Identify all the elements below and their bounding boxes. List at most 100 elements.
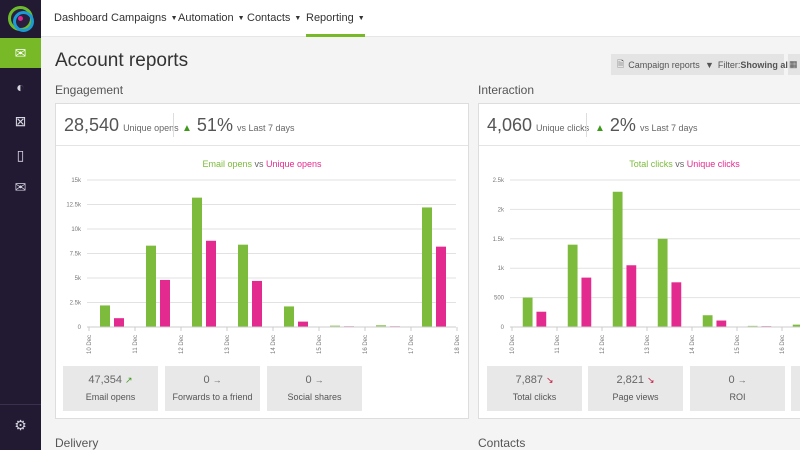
section-title: Interaction [478,83,535,97]
trend-down-icon: ↘ [646,375,655,385]
nav-label: Automation [178,12,234,24]
x-tick-label: 14 Dec [271,335,277,354]
pie-chart-icon[interactable]: ◐ [16,79,25,95]
document-icon: 🗎 [617,58,625,69]
tile-page-views[interactable]: 2,821 ↘ Page views [588,366,683,411]
legend-vs: vs [251,159,266,169]
tile-label: Total clicks [512,392,557,402]
y-tick-label: 7.5k [70,252,82,258]
y-tick-label: 5k [75,276,82,282]
bar-unique [536,311,547,327]
tile-email-opens[interactable]: 47,354 ↗ Email opens [63,366,158,411]
landing-page-icon[interactable]: ⊠ [14,112,27,129]
y-tick-label: 0 [501,325,505,331]
y-tick-label: 2.5k [493,178,505,184]
bar-total [238,244,248,327]
nav-dashboard[interactable]: Dashboard [54,12,108,24]
unique-opens-stat: 28,540 Unique opens [64,115,179,136]
nav-reporting[interactable]: Reporting ▼ [306,12,365,37]
stat-value: 4,060 [487,115,533,135]
engagement-panel: 28,540 Unique opens ▲ 51% vs Last 7 days E… [55,103,469,419]
section-title: Contacts [478,436,526,450]
legend-a: Email opens [202,159,252,169]
x-tick-label: 17 Dec [409,335,415,354]
trend-flat-icon: → [212,375,222,385]
funnel-icon: ▼ [705,59,714,70]
email-code-icon[interactable]: ✉ [14,178,27,195]
bar-total [146,245,156,327]
logo[interactable] [8,6,34,32]
button-label: Campaign reports [628,59,700,70]
y-tick-label: 0 [78,325,82,331]
tile-label: Page views [612,392,659,402]
envelope-icon[interactable]: ✉ [0,38,41,68]
tile-value: 47,354 [88,374,123,386]
trend-down-icon: ↘ [545,375,554,385]
stat-label: Unique clicks [536,123,590,133]
caret-down-icon: ▼ [357,14,365,22]
tile-roi[interactable]: 0 → ROI [690,366,785,411]
y-tick-label: 12.5k [66,203,82,209]
bar-unique [626,265,637,327]
stat-label: Unique opens [123,123,179,133]
user-settings-icon[interactable]: ⚙ [14,416,27,433]
x-tick-label: 18 Dec [455,335,461,354]
bar-unique [671,282,682,327]
stat-header: 4,060 Unique clicks ▲ 2% vs Last 7 days [479,104,800,146]
caret-down-icon: ▼ [170,14,178,22]
bar-total [657,238,668,327]
x-tick-label: 10 Dec [87,335,93,354]
tile-more[interactable] [791,366,800,411]
interaction-chart: 0 500 1k 1.5k 2k 2.5k 10 Dec 11 Dec 12 Dec 13 Dec… [493,178,800,354]
x-tick-label: 12 Dec [600,335,606,354]
campaign-reports-button[interactable]: 🗎 Campaign reports [611,54,706,75]
tile-label: ROI [729,392,746,402]
mobile-sms-icon[interactable]: ▯ [16,146,25,163]
y-tick-label: 500 [494,296,505,302]
filter-button[interactable]: ▼ Filter: Showing all [701,54,790,75]
x-tick-label: 16 Dec [780,335,786,354]
x-tick-label: 14 Dec [690,335,696,354]
sidebar-divider [0,404,41,405]
legend-vs: vs [672,159,687,169]
tile-value: 0 [728,374,735,386]
y-tick-label: 2k [498,207,505,213]
caret-down-icon: ▼ [237,14,245,22]
legend-a: Total clicks [629,159,673,169]
bar-total [747,325,758,327]
bar-total [522,297,533,327]
bar-unique [114,318,124,327]
nav-label: Reporting [306,12,354,24]
y-tick-label: 10k [71,227,82,233]
x-tick-label: 15 Dec [735,335,741,354]
stat-value: 28,540 [64,115,120,135]
bar-unique [206,240,216,327]
change-value: 2% [609,115,636,135]
y-tick-label: 1k [498,266,505,272]
bar-total [612,191,623,327]
trend-flat-icon: → [314,375,324,385]
bar-unique [581,277,592,327]
up-arrow-icon: ▲ [595,123,605,134]
tile-value: 7,887 [515,374,543,386]
x-tick-label: 15 Dec [317,335,323,354]
nav-automation[interactable]: Automation ▼ [178,12,245,24]
y-tick-label: 15k [71,178,82,184]
nav-label: Campaigns [111,12,167,24]
x-tick-label: 11 Dec [555,335,561,354]
tile-social-shares[interactable]: 0 → Social shares [267,366,362,411]
stat-header: 28,540 Unique opens ▲ 51% vs Last 7 days [56,104,468,146]
tile-label: Forwards to a friend [172,392,253,402]
engagement-chart: 0 2.5k 5k 7.5k 10k 12.5k 15k 10 Dec 11 Dec 12 Dec… [66,178,461,354]
tile-total-clicks[interactable]: 7,887 ↘ Total clicks [487,366,582,411]
nav-contacts[interactable]: Contacts ▼ [247,12,301,24]
tile-forwards[interactable]: 0 → Forwards to a friend [165,366,260,411]
nav-campaigns[interactable]: Campaigns ▼ [111,12,178,24]
calendar-icon: ▦ [789,59,798,69]
calendar-button[interactable]: ▦ [788,54,800,75]
tile-value: 0 [203,374,210,386]
filter-label: Filter: [717,59,741,70]
x-tick-label: 12 Dec [179,335,185,354]
nav-label: Contacts [247,12,291,24]
section-title: Engagement [55,83,124,97]
